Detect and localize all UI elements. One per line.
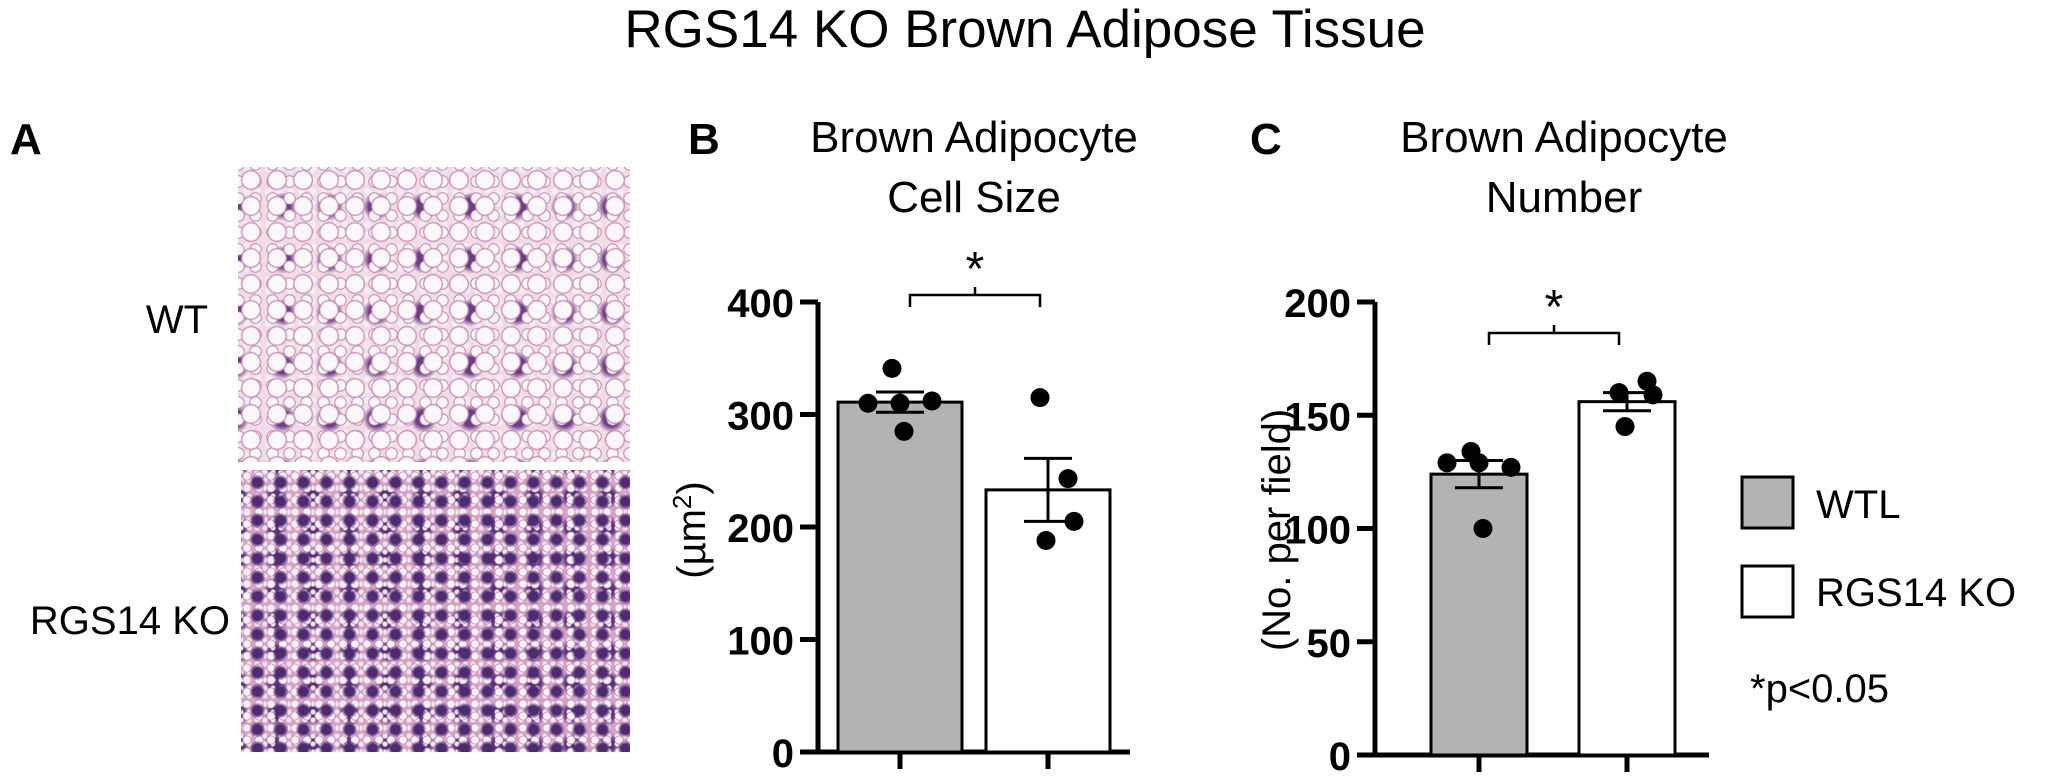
panel-c-data-point: [1609, 383, 1629, 403]
panel-c-data-point: [1643, 385, 1663, 405]
panel-b-letter: B: [688, 115, 720, 164]
panel-b-significance-star: *: [966, 243, 985, 296]
panel-b-data-point: [858, 393, 878, 413]
panel-c-y-tick-label: 50: [1307, 622, 1352, 666]
panel-b-data-point: [1064, 511, 1084, 531]
panel-b-y-tick-label: 100: [727, 620, 794, 664]
panel-b-data-point: [1058, 469, 1078, 489]
panel-b-data-point: [882, 358, 902, 378]
panel-a-row-label-wt: WT: [146, 298, 208, 342]
legend-swatch-wtl: [1740, 475, 1795, 530]
figure-title: RGS14 KO Brown Adipose Tissue: [624, 0, 1425, 59]
panel-c-significance-bracket: [1487, 325, 1621, 345]
panel-b-data-point: [922, 391, 942, 411]
panel-b-y-tick-label: 200: [727, 507, 794, 551]
panel-b-y-label-sup: 2: [667, 495, 697, 509]
legend-label-ko: RGS14 KO: [1816, 571, 2016, 615]
panel-b-data-point: [890, 393, 910, 413]
panel-c-y-tick-label: 150: [1284, 395, 1351, 439]
legend-label-wtl: WTL: [1816, 483, 1900, 527]
panel-c-letter: C: [1250, 115, 1282, 164]
legend-swatch-ko: [1740, 564, 1795, 619]
histology-image-wt: [238, 167, 630, 462]
panel-c-data-point: [1615, 417, 1635, 437]
panel-c-data-point: [1501, 457, 1521, 477]
panel-c-bar-rgs14-ko: [1577, 400, 1677, 757]
panel-c-data-point: [1437, 453, 1457, 473]
panel-c-y-axis-label: (No. per field): [1255, 409, 1299, 651]
histology-image-ko: [241, 470, 630, 752]
significance-note: *p<0.05: [1750, 667, 1889, 711]
panel-a-row-label-ko: RGS14 KO: [30, 599, 230, 643]
panel-b-y-tick-label: 0: [772, 732, 794, 776]
panel-b-title-line-2: Cell Size: [887, 173, 1061, 222]
panel-b-bar-rgs14-ko: [984, 488, 1112, 754]
panel-c-y-tick-label: 100: [1284, 509, 1351, 553]
panel-b-data-point: [894, 421, 914, 441]
panel-b-bar-wtl: [836, 400, 964, 754]
panel-c-data-point: [1473, 519, 1493, 538]
panel-c-significance-star: *: [1545, 281, 1564, 334]
panel-c-title-line-2: Number: [1486, 173, 1643, 222]
panel-b-y-tick-label: 300: [727, 395, 794, 439]
panel-b-title-line-1: Brown Adipocyte: [810, 113, 1138, 162]
panel-b-y-tick-label: 400: [727, 282, 794, 326]
panel-b-data-point: [1036, 531, 1056, 550]
panel-b-y-label-end: ): [670, 481, 714, 494]
panel-c-y-tick-label: 200: [1284, 282, 1351, 326]
panel-b-data-point: [1030, 388, 1050, 408]
panel-b-significance-bracket: [908, 287, 1042, 307]
panel-c-bar-wtl: [1429, 472, 1529, 757]
panel-c-y-label-main: (No. per field): [1255, 409, 1299, 651]
legend: WTL RGS14 KO *p<0.05: [1740, 475, 2016, 711]
panel-b-y-label-main: (µm: [670, 509, 714, 579]
panel-b-y-axis-label: (µm2): [667, 481, 714, 578]
panel-c-title-line-1: Brown Adipocyte: [1400, 113, 1728, 162]
panel-c-data-point: [1469, 453, 1489, 473]
panel-b-chart: B Brown Adipocyte Cell Size (µm2) 0 100 200 300…: [667, 113, 1138, 776]
panel-c-y-tick-label: 0: [1329, 735, 1351, 779]
panel-a-letter: A: [10, 115, 42, 164]
panel-c-chart: C Brown Adipocyte Number (No. per field) 0 50…: [1250, 113, 1728, 779]
